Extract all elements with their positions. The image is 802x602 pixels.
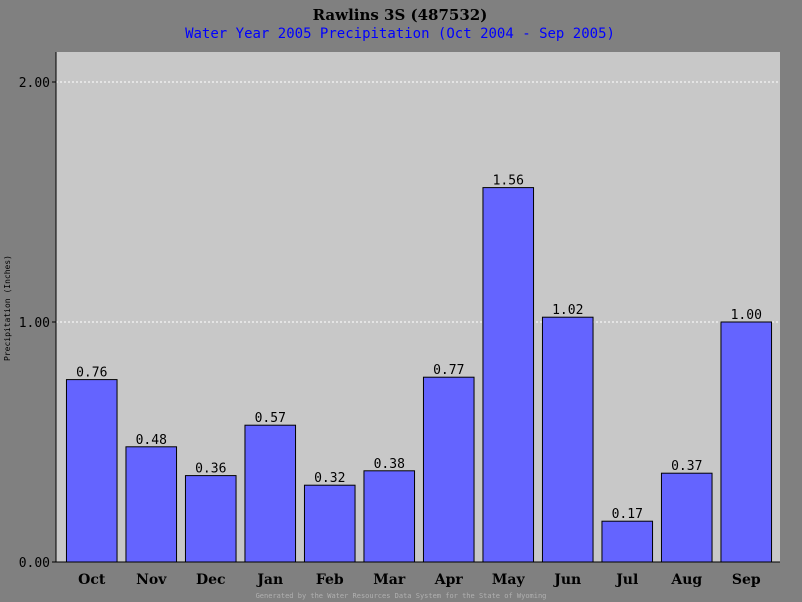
y-axis-label: Precipitation (Inches) (3, 255, 12, 361)
bar-value-label: 0.57 (255, 411, 286, 426)
bar-sep (720, 321, 773, 563)
x-tick-label: Dec (196, 572, 226, 588)
y-tick-label: 2.00 (19, 76, 50, 91)
x-tick-label: Oct (78, 572, 106, 588)
bar-value-label: 1.00 (731, 308, 762, 323)
bar-value-label: 0.48 (136, 433, 167, 448)
x-tick-label: Jun (552, 572, 581, 588)
x-tick-label: May (492, 572, 526, 588)
bar-value-label: 1.56 (493, 174, 524, 189)
bar-value-label: 0.37 (671, 459, 702, 474)
bar-nov (125, 446, 178, 563)
bar-jul (601, 520, 654, 563)
y-tick-label: 1.00 (19, 316, 50, 331)
y-ticks: 0.00 1.00 2.00 (19, 76, 56, 571)
chart-subtitle: Water Year 2005 Precipitation (Oct 2004 … (185, 26, 615, 42)
bar-jan (244, 424, 297, 563)
x-tick-label: Sep (732, 572, 761, 588)
bar-value-label: 0.38 (374, 457, 405, 472)
x-tick-label: Feb (316, 572, 344, 588)
gridlines (56, 81, 780, 323)
bar-dec (184, 475, 237, 563)
bar-oct (65, 379, 118, 563)
footer-credit: Generated by the Water Resources Data Sy… (256, 592, 547, 600)
x-tick-label: Apr (434, 572, 464, 588)
bar-value-label: 0.36 (195, 462, 226, 477)
x-tick-label: Jul (614, 572, 638, 588)
bar-apr (422, 376, 475, 563)
bar-aug (660, 472, 713, 563)
bar-value-label: 0.77 (433, 363, 464, 378)
bar-value-label: 1.02 (552, 303, 583, 318)
bar-mar (363, 470, 416, 563)
bar-jun (541, 316, 594, 563)
bar-value-label: 0.76 (76, 366, 107, 381)
x-tick-label: Mar (373, 572, 406, 588)
x-tick-label: Nov (136, 572, 167, 588)
bars: 0.76 0.48 0.36 0.57 0.32 0.38 0.77 1.56 1.02 0.17… (65, 174, 773, 563)
bar-feb (303, 484, 356, 563)
bar-value-label: 0.17 (612, 507, 643, 522)
chart-title: Rawlins 3S (487532) (313, 6, 488, 24)
bar-may (482, 187, 535, 563)
y-tick-label: 0.00 (19, 556, 50, 571)
x-tick-label: Aug (670, 572, 702, 588)
x-tick-label: Jan (255, 572, 283, 588)
bar-value-label: 0.32 (314, 471, 345, 486)
x-category-labels: Oct Nov Dec Jan Feb Mar Apr May Jun Jul Aug Sep (78, 572, 761, 588)
